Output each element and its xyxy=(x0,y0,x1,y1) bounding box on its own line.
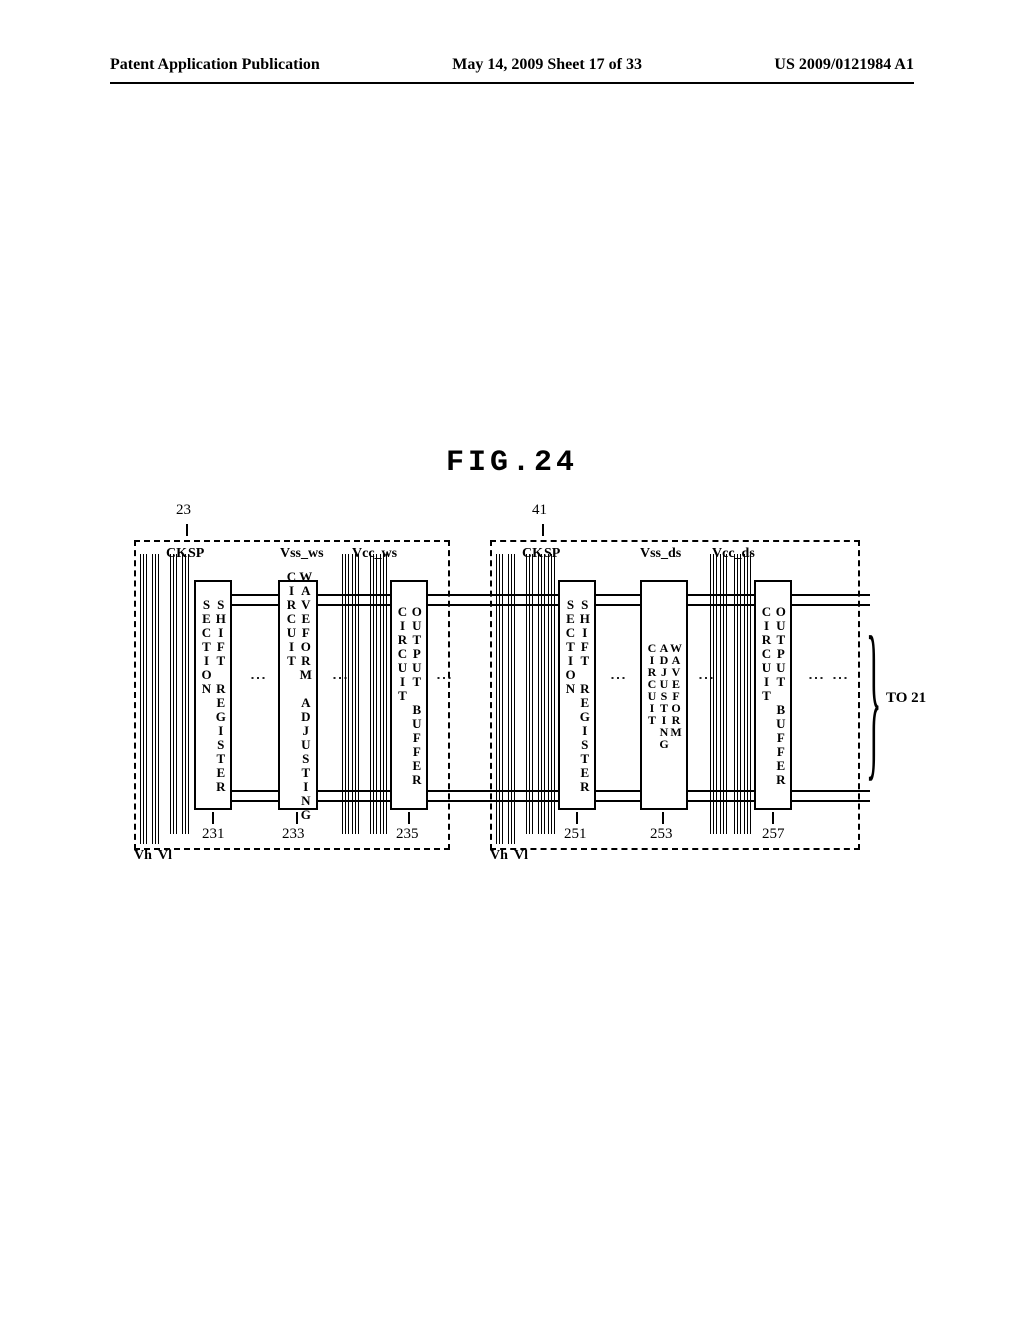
shift-register-right-label: SHIFT REGISTER SECTION xyxy=(563,597,592,793)
output-label: TO 21 xyxy=(886,690,926,707)
hline-l8 xyxy=(318,800,390,802)
leader-251 xyxy=(576,812,578,824)
output-buffer-left-label: OUTPUT BUFFER CIRCUIT xyxy=(395,604,424,786)
hline-r6 xyxy=(688,604,754,606)
header-divider xyxy=(110,82,914,84)
shift-register-right: SHIFT REGISTER SECTION xyxy=(558,580,596,810)
vss-label-right: Vss_ds xyxy=(640,546,681,562)
leader-group-right xyxy=(542,524,544,536)
sp-bar-left xyxy=(182,554,189,834)
ck-bar-left xyxy=(170,554,177,834)
hline-l2 xyxy=(232,604,278,606)
vh-label-left: Vh xyxy=(134,848,152,864)
ref-235: 235 xyxy=(396,826,419,843)
vss-bar-left-2 xyxy=(352,554,359,834)
sp-label-left: SP xyxy=(188,546,204,562)
vdots-l3: ⋮ xyxy=(434,670,453,688)
hline-cross1 xyxy=(428,594,558,596)
output-buffer-right-label: OUTPUT BUFFER CIRCUIT xyxy=(759,604,788,786)
waveform-right-label: WAVEFORM ADJUSTING CIRCUIT xyxy=(646,641,682,749)
leader-233 xyxy=(296,812,298,824)
vl-bar-left xyxy=(152,554,159,844)
hline-l1 xyxy=(232,594,278,596)
hline-cross4 xyxy=(428,800,558,802)
hline-l6 xyxy=(318,604,390,606)
hline-r4 xyxy=(596,800,640,802)
leader-group-left xyxy=(186,524,188,536)
ref-253: 253 xyxy=(650,826,673,843)
out2 xyxy=(792,604,870,606)
output-brace: } xyxy=(866,612,881,788)
header-left: Patent Application Publication xyxy=(110,56,320,74)
ck-bar-right xyxy=(526,554,533,834)
vcc-bar-left xyxy=(370,554,377,834)
out1 xyxy=(792,594,870,596)
vdots-r2: ⋮ xyxy=(696,670,715,688)
header-right: US 2009/0121984 A1 xyxy=(774,56,914,74)
shift-register-left-label: SHIFT REGISTER SECTION xyxy=(199,597,228,793)
hline-cross2 xyxy=(428,604,558,606)
vl-label-left: Vl xyxy=(158,848,172,864)
vdots-r3: ⋮ xyxy=(806,670,825,688)
vh-bar-left xyxy=(140,554,147,844)
vcc-label-right: Vcc_ds xyxy=(712,546,755,562)
leader-235 xyxy=(408,812,410,824)
ref-251: 251 xyxy=(564,826,587,843)
hline-l5 xyxy=(318,594,390,596)
hline-r1 xyxy=(596,594,640,596)
vss-label-left: Vss_ws xyxy=(280,546,324,562)
hline-r7 xyxy=(688,790,754,792)
hline-r2 xyxy=(596,604,640,606)
header-center: May 14, 2009 Sheet 17 of 33 xyxy=(452,56,642,74)
hline-cross3 xyxy=(428,790,558,792)
vcc-label-left: Vcc_ws xyxy=(352,546,397,562)
hline-l4 xyxy=(232,800,278,802)
ref-231: 231 xyxy=(202,826,225,843)
header-line: Patent Application Publication May 14, 2… xyxy=(110,56,914,74)
diagram-fig24: 23 Vh Vl CK SP Vss_ws Vcc_ws SHIFT REGIS… xyxy=(130,510,900,870)
vdots-l2: ⋮ xyxy=(330,670,349,688)
output-buffer-right: OUTPUT BUFFER CIRCUIT xyxy=(754,580,792,810)
ck-label-right: CK xyxy=(522,546,543,562)
ck-label-left: CK xyxy=(166,546,187,562)
hline-l7 xyxy=(318,790,390,792)
vcc-bar-right-2 xyxy=(744,554,751,834)
sp-label-right: SP xyxy=(544,546,560,562)
output-buffer-left: OUTPUT BUFFER CIRCUIT xyxy=(390,580,428,810)
hline-r5 xyxy=(688,594,754,596)
sp-bar-right-2 xyxy=(548,554,555,834)
vh-label-right: Vh xyxy=(490,848,508,864)
vcc-bar-left-2 xyxy=(380,554,387,834)
ref-group-right: 41 xyxy=(532,502,547,519)
figure-title: FIG.24 xyxy=(0,446,1024,480)
vss-bar-right-2 xyxy=(720,554,727,834)
waveform-left-label: WAVEFORM ADJUSTING CIRCUIT xyxy=(284,569,313,821)
out4 xyxy=(792,800,870,802)
hline-r3 xyxy=(596,790,640,792)
vss-bar-left xyxy=(342,554,349,834)
vss-bar-right xyxy=(710,554,717,834)
leader-257 xyxy=(772,812,774,824)
ref-233: 233 xyxy=(282,826,305,843)
hline-l3 xyxy=(232,790,278,792)
waveform-left: WAVEFORM ADJUSTING CIRCUIT xyxy=(278,580,318,810)
waveform-right: WAVEFORM ADJUSTING CIRCUIT xyxy=(640,580,688,810)
leader-253 xyxy=(662,812,664,824)
out3 xyxy=(792,790,870,792)
ref-group-left: 23 xyxy=(176,502,191,519)
vdots-out: ⋮ xyxy=(830,670,849,688)
ref-257: 257 xyxy=(762,826,785,843)
hline-r8 xyxy=(688,800,754,802)
vdots-r1: ⋮ xyxy=(608,670,627,688)
vl-label-right: Vl xyxy=(514,848,528,864)
vdots-l1: ⋮ xyxy=(248,670,267,688)
vcc-bar-right xyxy=(734,554,741,834)
leader-231 xyxy=(212,812,214,824)
shift-register-left: SHIFT REGISTER SECTION xyxy=(194,580,232,810)
sp-bar-right xyxy=(538,554,545,834)
